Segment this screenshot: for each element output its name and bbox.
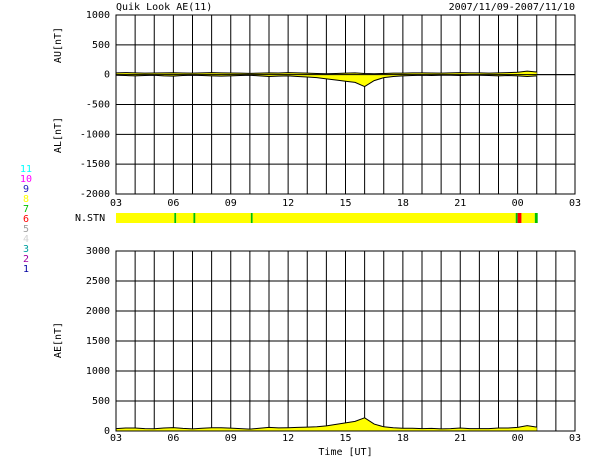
y-tick-label: -500 <box>86 100 110 111</box>
x-tick-label: 12 <box>282 433 294 444</box>
y-axis-label: AL[nT] <box>53 117 64 153</box>
x-tick-label: 21 <box>454 433 466 444</box>
y-tick-label: 3000 <box>86 246 110 257</box>
x-tick-label: 09 <box>225 433 237 444</box>
station-segment <box>174 213 177 223</box>
y-tick-label: 500 <box>92 40 110 51</box>
station-legend: 8 <box>23 194 29 205</box>
x-tick-label: 03 <box>110 433 122 444</box>
station-legend: 5 <box>23 224 29 235</box>
station-legend: 2 <box>23 254 29 265</box>
station-segment <box>193 213 196 223</box>
date-range: 2007/11/09-2007/11/10 <box>449 2 575 13</box>
x-tick-label: 15 <box>339 433 351 444</box>
y-axis-label: AU[nT] <box>53 27 64 63</box>
plot-frame <box>115 14 576 195</box>
y-tick-label: -2000 <box>80 189 110 200</box>
line <box>115 417 537 430</box>
station-legend: 11 <box>20 164 32 175</box>
y-tick-label: 1500 <box>86 336 110 347</box>
station-segment <box>176 213 194 223</box>
x-tick-label: 03 <box>569 198 581 209</box>
x-tick-label: 00 <box>512 198 524 209</box>
area <box>116 71 537 75</box>
x-tick-label: 15 <box>339 198 351 209</box>
x-tick-label: 03 <box>110 198 122 209</box>
y-tick-label: 0 <box>104 70 110 81</box>
x-tick-label: 09 <box>225 198 237 209</box>
y-tick-label: 0 <box>104 426 110 437</box>
station-legend: 1 <box>23 264 29 275</box>
area <box>116 74 537 87</box>
station-legend: 10 <box>20 174 32 185</box>
station-label: N.STN <box>75 213 105 224</box>
y-tick-label: -1500 <box>80 159 110 170</box>
y-tick-label: 1000 <box>86 10 110 21</box>
line <box>115 70 537 75</box>
x-tick-label: 18 <box>397 198 409 209</box>
x-tick-label: 12 <box>282 198 294 209</box>
x-tick-label: 06 <box>167 198 179 209</box>
station-legend: 6 <box>23 214 29 225</box>
station-segment <box>195 213 251 223</box>
station-segment <box>252 213 516 223</box>
x-axis-label: Time [UT] <box>318 447 372 458</box>
x-tick-label: 06 <box>167 433 179 444</box>
station-segment <box>250 213 253 223</box>
x-tick-label: 03 <box>569 433 581 444</box>
y-tick-label: -1000 <box>80 129 110 140</box>
title: Quik Look AE(11) <box>116 2 212 13</box>
line <box>115 74 537 88</box>
y-tick-label: 500 <box>92 396 110 407</box>
station-segment <box>534 213 538 223</box>
x-tick-label: 00 <box>512 433 524 444</box>
station-segment <box>521 213 535 223</box>
x-tick-label: 18 <box>397 433 409 444</box>
y-tick-label: 2000 <box>86 306 110 317</box>
station-segment <box>116 213 175 223</box>
x-tick-label: 21 <box>454 198 466 209</box>
plot-frame <box>115 250 576 432</box>
station-legend: 9 <box>23 184 29 195</box>
y-tick-label: 1000 <box>86 366 110 377</box>
station-legend: 3 <box>23 244 29 255</box>
station-legend: 4 <box>23 234 29 245</box>
station-legend: 7 <box>23 204 29 215</box>
station-segment <box>515 213 518 223</box>
y-tick-label: 2500 <box>86 276 110 287</box>
station-segment <box>517 213 522 223</box>
y-axis-label: AE[nT] <box>53 322 64 358</box>
